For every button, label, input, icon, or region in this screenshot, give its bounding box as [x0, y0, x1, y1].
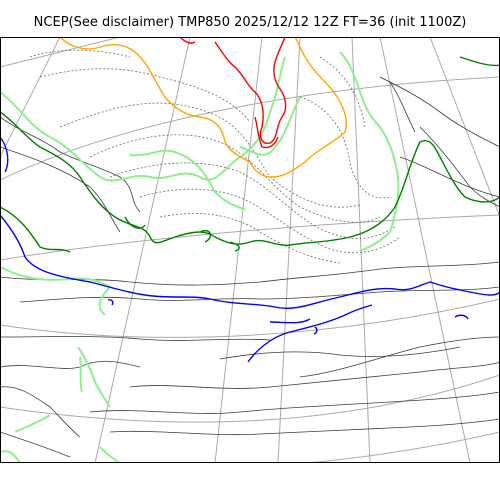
coastline: [389, 81, 416, 133]
coastline: [0, 336, 271, 341]
contour-light-green: [239, 96, 301, 156]
contour-light-green: [99, 56, 286, 182]
latitude-line: [0, 374, 500, 423]
light-green-contours: [0, 51, 400, 463]
longitude-lines: [0, 37, 500, 463]
contour-green: [199, 230, 212, 243]
isotherm-dotted: [39, 68, 251, 123]
coastlines: [0, 76, 500, 458]
contour-green: [0, 206, 71, 253]
coastline: [0, 360, 141, 369]
longitude-line: [0, 37, 121, 68]
contour-light-green: [99, 446, 121, 463]
latitude-line: [0, 214, 500, 261]
contour-green: [229, 241, 240, 252]
coastline: [0, 146, 121, 233]
coastline: [419, 126, 500, 208]
contour-blue: [0, 214, 500, 310]
coastline: [0, 386, 81, 438]
contour-orange: [59, 37, 347, 178]
coastline: [399, 156, 500, 198]
longitude-line: [277, 37, 301, 463]
latitude-line: [0, 298, 500, 338]
longitude-line: [429, 37, 500, 218]
latitude-line: [0, 76, 500, 181]
contour-green: [214, 141, 421, 246]
contour-red: [214, 37, 287, 144]
coastline: [0, 261, 500, 286]
contour-blue: [0, 136, 9, 173]
contour-blue: [269, 318, 311, 324]
coastline: [89, 391, 500, 414]
map-title: NCEP(See disclaimer) TMP850 2025/12/12 1…: [33, 15, 467, 30]
contour-blue: [454, 314, 469, 320]
coastline: [109, 418, 500, 436]
coastline: [0, 431, 71, 458]
coastline: [19, 286, 500, 303]
contour-blue: [313, 326, 318, 335]
coastline: [219, 346, 461, 360]
isotherm-dotted: [299, 96, 391, 199]
map-canvas: [0, 37, 500, 463]
red-contours: [179, 37, 287, 149]
longitude-line: [0, 37, 61, 159]
latitude-lines: [0, 76, 500, 463]
contour-light-green: [0, 91, 101, 178]
coastline: [0, 116, 141, 213]
isotherm-dotted: [59, 102, 361, 208]
latitude-line: [10, 431, 500, 463]
isotherm-dotted: [89, 134, 381, 223]
coastline: [379, 76, 500, 148]
contour-green: [124, 216, 146, 229]
contour-light-green: [339, 51, 400, 233]
contour-light-green: [0, 450, 21, 463]
isotherm-dotted: [319, 56, 366, 128]
contour-light-green: [0, 266, 112, 316]
green-contours: [0, 56, 500, 253]
map-frame: [0, 37, 500, 463]
contour-green: [419, 140, 500, 203]
contour-light-green: [77, 346, 111, 408]
dotted-isotherms: [29, 49, 401, 264]
blue-contours: [0, 136, 500, 363]
contour-green: [0, 111, 216, 244]
isotherm-dotted: [109, 162, 396, 239]
contour-green: [459, 56, 500, 67]
coastline: [129, 361, 500, 389]
orange-contours: [59, 37, 347, 178]
contour-red: [179, 37, 196, 44]
contour-light-green: [14, 414, 51, 433]
contour-red: [254, 116, 279, 149]
contour-blue: [107, 299, 114, 306]
longitude-line: [94, 37, 191, 463]
contour-blue: [247, 304, 373, 363]
contour-light-green: [129, 149, 246, 210]
contour-light-green: [79, 356, 83, 393]
longitude-line: [379, 37, 471, 463]
isotherm-dotted: [159, 213, 341, 264]
coastline: [299, 336, 500, 378]
contour-light-green: [359, 231, 391, 252]
